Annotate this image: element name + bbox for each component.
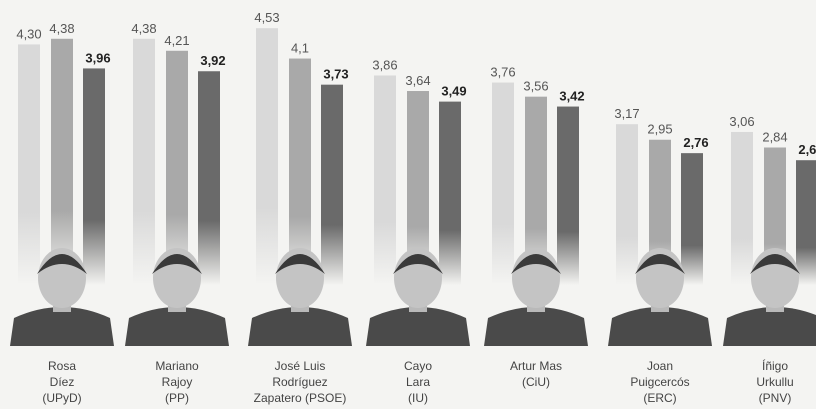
portrait-body bbox=[248, 307, 352, 346]
bar bbox=[51, 38, 73, 285]
portrait bbox=[366, 248, 470, 346]
bar bbox=[649, 139, 671, 285]
bar bbox=[492, 82, 514, 285]
value-label: 3,64 bbox=[405, 73, 430, 88]
bar bbox=[321, 84, 343, 285]
category-label: (PNV) bbox=[759, 391, 792, 405]
value-label: 4,53 bbox=[254, 10, 279, 25]
category-label: Joan bbox=[647, 359, 673, 373]
category-label: Urkullu bbox=[756, 375, 793, 389]
category-label: (CiU) bbox=[522, 375, 550, 389]
value-label: 2,95 bbox=[647, 122, 672, 137]
value-label: 3,56 bbox=[523, 79, 548, 94]
category-label: José Luis bbox=[275, 359, 326, 373]
bar bbox=[525, 96, 547, 285]
category-label: Puigcercós bbox=[630, 375, 689, 389]
value-label: 3,42 bbox=[559, 89, 584, 104]
portrait bbox=[248, 248, 352, 346]
value-label: 2,66 bbox=[798, 142, 816, 157]
portrait bbox=[10, 248, 114, 346]
portrait-hair bbox=[152, 254, 202, 274]
portrait-hair bbox=[635, 254, 685, 274]
portrait bbox=[484, 248, 588, 346]
portrait bbox=[723, 248, 816, 346]
bar bbox=[731, 131, 753, 285]
category-label: Artur Mas bbox=[510, 359, 562, 373]
bar bbox=[557, 106, 579, 285]
portrait bbox=[608, 248, 712, 346]
bar bbox=[796, 160, 816, 285]
value-label: 4,38 bbox=[131, 21, 156, 36]
portrait-body bbox=[484, 307, 588, 346]
portrait-hair bbox=[37, 254, 87, 274]
value-label: 4,21 bbox=[164, 33, 189, 48]
category-label: Díez bbox=[50, 375, 75, 389]
value-label: 4,1 bbox=[291, 41, 309, 56]
category-label: (ERC) bbox=[643, 391, 676, 405]
category-label: (UPyD) bbox=[42, 391, 81, 405]
category-label: Zapatero (PSOE) bbox=[254, 391, 347, 405]
bar bbox=[407, 91, 429, 286]
bar bbox=[18, 44, 40, 285]
category-label: (IU) bbox=[408, 391, 428, 405]
value-label: 4,38 bbox=[49, 21, 74, 36]
category-label: (PP) bbox=[165, 391, 189, 405]
bar bbox=[289, 58, 311, 285]
value-label: 3,73 bbox=[323, 67, 348, 82]
value-label: 3,17 bbox=[614, 106, 639, 121]
bar bbox=[166, 50, 188, 285]
category-label: Cayo bbox=[404, 359, 432, 373]
value-label: 4,30 bbox=[16, 26, 41, 41]
category-label: Íñigo bbox=[762, 358, 788, 373]
value-label: 3,96 bbox=[85, 50, 110, 65]
value-label: 3,86 bbox=[372, 57, 397, 72]
category-label: Rodríguez bbox=[272, 375, 327, 389]
portrait-body bbox=[608, 307, 712, 346]
portrait-hair bbox=[393, 254, 443, 274]
bar bbox=[439, 101, 461, 285]
portrait-body bbox=[366, 307, 470, 346]
portrait-body bbox=[723, 307, 816, 346]
bar bbox=[681, 153, 703, 285]
portrait-hair bbox=[275, 254, 325, 274]
value-label: 3,92 bbox=[200, 53, 225, 68]
portrait-body bbox=[10, 307, 114, 346]
portrait-hair bbox=[750, 254, 800, 274]
bar bbox=[256, 28, 278, 285]
value-label: 2,76 bbox=[683, 135, 708, 150]
value-label: 2,84 bbox=[762, 129, 787, 144]
category-label: Rajoy bbox=[162, 375, 193, 389]
bar bbox=[374, 75, 396, 285]
category-label: Rosa bbox=[48, 359, 76, 373]
value-label: 3,76 bbox=[490, 65, 515, 80]
value-label: 3,49 bbox=[441, 84, 466, 99]
portrait bbox=[125, 248, 229, 346]
portrait-hair bbox=[511, 254, 561, 274]
category-label: Lara bbox=[406, 375, 430, 389]
portrait-body bbox=[125, 307, 229, 346]
category-label: Mariano bbox=[155, 359, 199, 373]
value-label: 3,06 bbox=[729, 114, 754, 129]
bar bbox=[83, 68, 105, 285]
bar bbox=[198, 71, 220, 285]
bar bbox=[616, 124, 638, 285]
bar bbox=[133, 38, 155, 285]
